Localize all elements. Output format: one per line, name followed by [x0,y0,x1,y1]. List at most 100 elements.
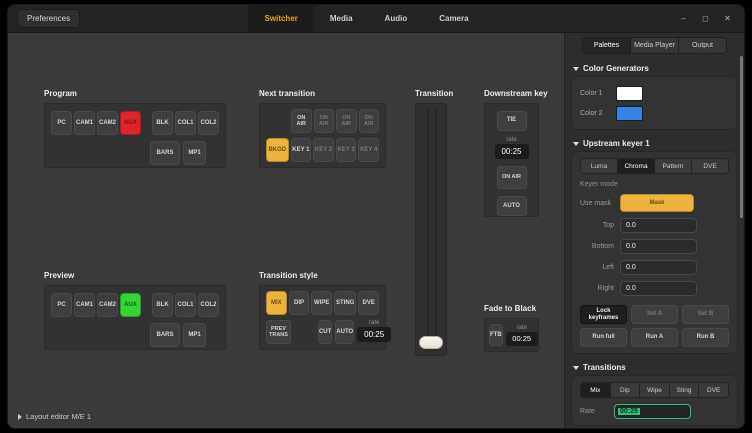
transition-style-panel: MIX DIP WIPE STING DVE PREV TRANS CUT AU… [259,285,392,350]
transition-rate-input[interactable]: 00:25 [614,404,691,419]
dsk-rate-value[interactable]: 00:25 [494,143,529,159]
tab-media-player[interactable]: Media Player [630,37,679,54]
transition-dip[interactable]: Dip [609,382,641,398]
transitions-title: Transitions [583,363,626,372]
slider-groove [435,108,437,351]
style-sting[interactable]: STING [334,291,357,315]
program-source-bars[interactable]: BARS [150,141,180,165]
color1-swatch[interactable] [616,85,643,101]
program-source-blk[interactable]: BLK [152,111,173,135]
next-transition-key3[interactable]: KEY 3 [335,138,357,162]
next-transition-onair-2[interactable]: ON AIR [313,109,334,133]
next-transition-onair-4[interactable]: ON AIR [358,109,379,133]
preview-source-mp1[interactable]: MP1 [183,323,206,347]
style-dip[interactable]: DIP [288,291,310,315]
upstream-keyer-header[interactable]: Upstream keyer 1 [565,135,744,151]
program-source-mp1[interactable]: MP1 [183,141,206,165]
next-transition-key4[interactable]: KEY 4 [358,138,379,162]
style-dve[interactable]: DVE [358,291,380,315]
transition-dve[interactable]: DVE [698,382,729,398]
next-transition-key2[interactable]: KEY 2 [313,138,334,162]
transition-slider-handle[interactable] [419,336,443,349]
cut-button[interactable]: CUT [317,320,333,344]
preview-source-bars[interactable]: BARS [150,323,180,347]
minimize-icon[interactable]: – [681,14,686,23]
run-a-button[interactable]: Run A [631,328,678,347]
mask-left-input[interactable]: 0.0 [620,260,697,275]
mask-toggle-button[interactable]: Mask [620,194,694,212]
maximize-icon[interactable]: ◻ [702,14,709,23]
preview-source-blk[interactable]: BLK [152,293,173,317]
program-source-col1[interactable]: COL1 [175,111,196,135]
dsk-auto-button[interactable]: AUTO [496,196,527,216]
preview-source-cam1[interactable]: CAM1 [74,293,95,317]
transition-mix-active[interactable]: Mix [580,382,611,398]
program-source-pc[interactable]: PC [51,111,72,135]
transition-type-tabs: Mix Dip Wipe Sting DVE [580,382,729,398]
tab-switcher[interactable]: Switcher [248,5,314,32]
transition-sting[interactable]: Sting [668,382,700,398]
tab-output[interactable]: Output [678,37,727,54]
mask-top-input[interactable]: 0.0 [620,218,697,233]
transitions-header[interactable]: Transitions [565,359,744,375]
downstream-key-section: Downstream key TIE rate 00:25 ON AIR AUT… [484,89,548,217]
expander-arrow-icon [18,413,22,420]
preview-source-col1[interactable]: COL1 [175,293,196,317]
next-transition-bkgd-active[interactable]: BKGD [266,138,289,162]
program-source-aux-active[interactable]: AUX [120,111,141,135]
mask-right-input[interactable]: 0.0 [620,281,697,296]
keyer-mode-chroma-active[interactable]: Chroma [617,158,655,174]
tab-audio[interactable]: Audio [384,14,408,23]
preferences-button[interactable]: Preferences [17,9,81,28]
keyer-mode-dve[interactable]: DVE [691,158,729,174]
mask-bottom-input[interactable]: 0.0 [620,239,697,254]
preview-source-aux-active[interactable]: AUX [120,293,141,317]
titlebar: Preferences Switcher Media Audio Camera … [8,5,744,33]
dsk-onair-button[interactable]: ON AIR [496,165,527,190]
next-transition-onair-1[interactable]: ON AIR [291,109,312,133]
keyer-mode-luma[interactable]: Luma [580,158,618,174]
keyer-mode-pattern[interactable]: Pattern [654,158,692,174]
next-transition-title: Next transition [259,89,316,98]
next-transition-key1[interactable]: KEY 1 [290,138,312,162]
style-wipe[interactable]: WIPE [311,291,333,315]
style-mix-active[interactable]: MIX [266,291,287,315]
tie-button[interactable]: TIE [496,111,527,131]
next-transition-panel: ON AIR ON AIR ON AIR ON AIR BKGD KEY 1 K… [259,103,386,168]
keyer-mode-label: Keyer mode [580,181,618,188]
mask-left-label: Left [602,264,614,271]
tab-palettes[interactable]: Palettes [582,37,631,54]
transition-style-title: Transition style [259,271,318,280]
next-transition-onair-3[interactable]: ON AIR [336,109,357,133]
color2-swatch[interactable] [616,105,643,121]
collapse-arrow-icon [573,66,579,71]
collapse-arrow-icon [573,365,579,370]
transition-slider-track[interactable] [415,103,447,356]
prev-trans-button[interactable]: PREV TRANS [266,320,291,344]
preview-source-cam2[interactable]: CAM2 [97,293,118,317]
set-a-button[interactable]: Set A [631,305,678,324]
auto-button[interactable]: AUTO [335,320,355,344]
tab-camera[interactable]: Camera [439,14,469,23]
ftb-rate-value[interactable]: 00:25 [505,331,538,346]
program-source-col2[interactable]: COL2 [198,111,219,135]
tab-media[interactable]: Media [329,14,353,23]
ts-rate-value[interactable]: 00:25 [357,327,392,342]
transition-wipe[interactable]: Wipe [639,382,670,398]
preview-source-pc[interactable]: PC [51,293,72,317]
set-b-button[interactable]: Set B [682,305,729,324]
program-source-cam1[interactable]: CAM1 [74,111,95,135]
upstream-keyer-title: Upstream keyer 1 [583,139,650,148]
panel-scrollbar[interactable] [740,56,743,218]
program-source-cam2[interactable]: CAM2 [97,111,118,135]
run-full-button[interactable]: Run full [580,328,627,347]
close-icon[interactable]: ✕ [724,14,731,23]
ftb-button[interactable]: FTB [489,324,503,346]
preview-source-col2[interactable]: COL2 [198,293,219,317]
color-generators-header[interactable]: Color Generators [565,60,744,76]
lock-keyframes-button[interactable]: Lock keyframes [580,305,627,324]
layout-editor-expander[interactable]: Layout editor M/E 1 [18,412,91,421]
run-b-button[interactable]: Run B [682,328,729,347]
window-controls: – ◻ ✕ [679,14,732,23]
color2-label: Color 2 [580,109,603,117]
